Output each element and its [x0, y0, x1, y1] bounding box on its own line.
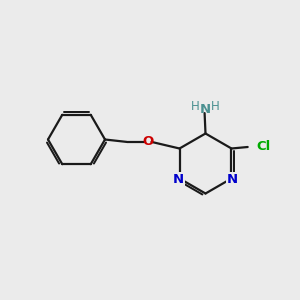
- Text: O: O: [142, 135, 153, 148]
- Text: H: H: [211, 100, 220, 113]
- Text: N: N: [173, 172, 184, 186]
- Text: N: N: [227, 172, 238, 186]
- Text: N: N: [200, 103, 212, 116]
- Text: Cl: Cl: [256, 140, 270, 154]
- Text: H: H: [191, 100, 200, 113]
